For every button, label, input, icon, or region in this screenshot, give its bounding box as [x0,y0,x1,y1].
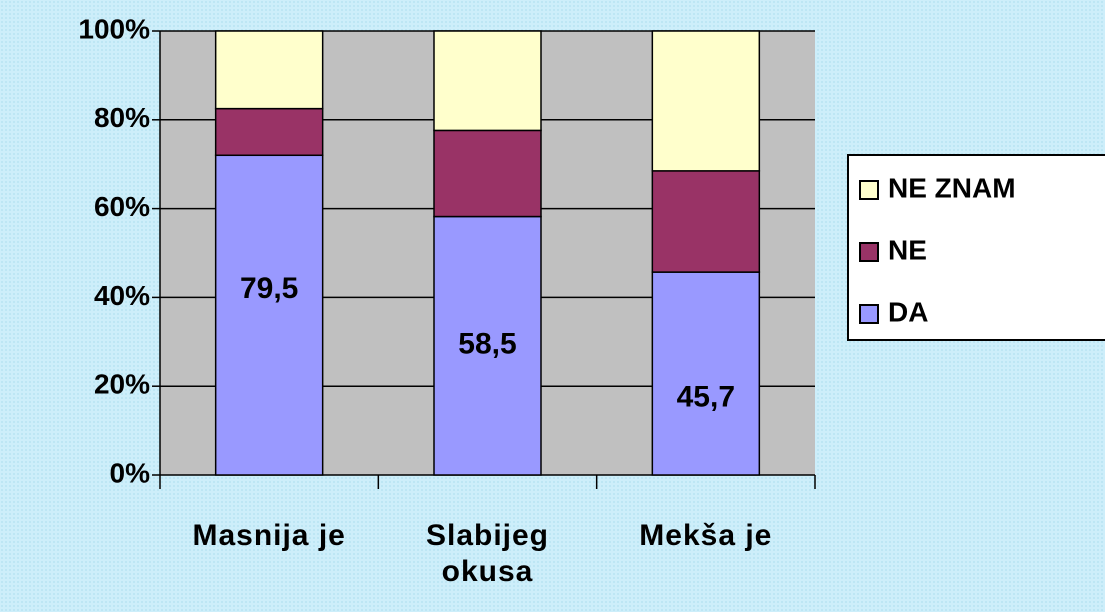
legend-swatch [859,180,879,200]
data-label: 58,5 [458,328,516,361]
bar-segment [214,107,324,157]
x-tick-label: Slabijeg okusa [425,519,550,588]
legend-label: DA [888,296,928,327]
y-tick-label: 40% [94,280,150,311]
legend-label: NE [888,234,927,265]
bar-segment [214,154,324,476]
legend-box [847,154,1105,341]
y-tick-label: 60% [94,191,150,222]
y-tick-label: 100% [78,13,150,44]
x-tick-label: Mekša je [639,519,773,552]
bar-segment [651,30,761,172]
bar-segment [433,129,542,218]
y-tick-label: 80% [94,102,150,133]
x-tick-label: Masnija je [192,519,346,552]
bar-segment [214,30,324,110]
y-tick-label: 20% [94,369,150,400]
bar-segment [433,215,542,476]
legend-label: NE ZNAM [888,172,1016,203]
bar-segment [651,170,761,273]
legend-swatch [859,242,879,262]
bar-segment [433,30,542,132]
legend-swatch [859,304,879,324]
data-label: 79,5 [240,272,298,305]
data-label: 45,7 [677,380,735,413]
bar-segment [651,271,761,476]
y-tick-label: 0% [110,457,151,488]
